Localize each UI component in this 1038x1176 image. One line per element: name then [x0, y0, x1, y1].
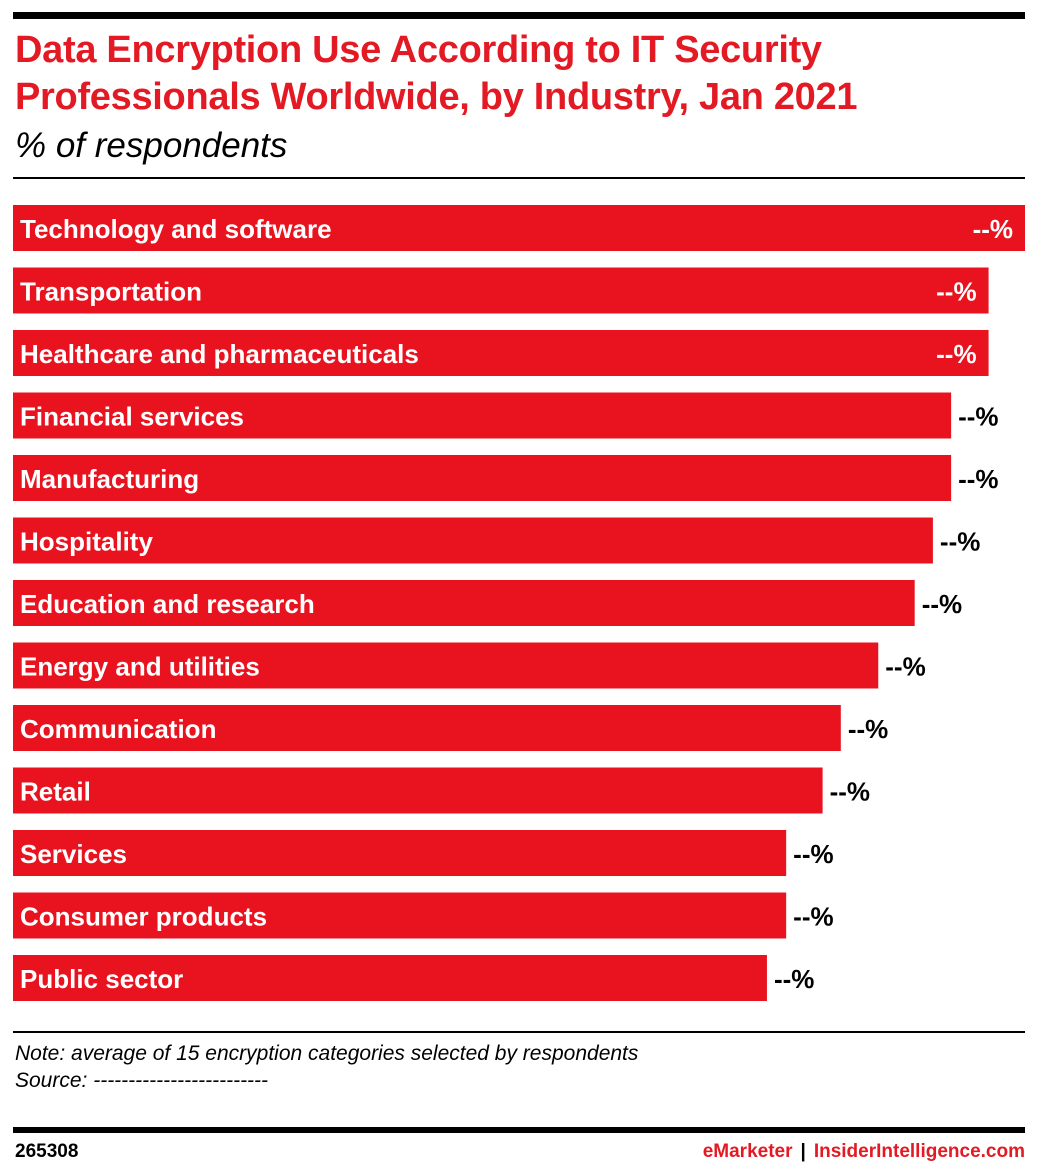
- category-label: Consumer products: [20, 902, 267, 932]
- brand-insider-link[interactable]: InsiderIntelligence.com: [813, 1141, 1025, 1162]
- value-label: --%: [958, 464, 998, 494]
- category-label: Retail: [20, 777, 91, 807]
- bar: [13, 705, 841, 751]
- value-label: --%: [936, 339, 976, 369]
- category-label: Transportation: [20, 277, 202, 307]
- chart-source: Source: -------------------------: [15, 1069, 269, 1092]
- bar: [13, 830, 787, 876]
- bar: [13, 205, 1025, 251]
- value-label: --%: [885, 652, 925, 682]
- category-label: Hospitality: [20, 527, 153, 557]
- value-label: --%: [848, 714, 888, 744]
- brand-footer: eMarketer | InsiderIntelligence.com: [703, 1139, 1025, 1165]
- footer-rule: [13, 1127, 1025, 1133]
- category-label: Communication: [20, 714, 216, 744]
- bar: [13, 517, 933, 564]
- value-label: --%: [793, 902, 833, 932]
- value-label: --%: [973, 214, 1013, 244]
- bar: [13, 642, 879, 689]
- value-label: --%: [774, 964, 814, 994]
- category-label: Technology and software: [20, 214, 332, 244]
- value-label: --%: [940, 527, 980, 557]
- bar: [13, 580, 915, 626]
- category-label: Public sector: [20, 964, 183, 994]
- bar-chart: Technology and software --% Transportation…: [13, 205, 1025, 1001]
- value-label: --%: [922, 589, 962, 619]
- brand-emarketer: eMarketer: [702, 1141, 793, 1162]
- value-label: --%: [830, 777, 870, 807]
- chart-subtitle: % of respondents: [15, 126, 288, 165]
- brand-separator: |: [800, 1141, 806, 1162]
- category-label: Financial services: [20, 402, 244, 432]
- top-rule: [13, 12, 1025, 19]
- bar: [13, 767, 823, 814]
- bar: [13, 892, 787, 939]
- bar: [13, 392, 952, 439]
- bar: [13, 455, 952, 501]
- category-label: Manufacturing: [20, 464, 199, 494]
- chart-id: 265308: [15, 1141, 79, 1162]
- category-label: Energy and utilities: [20, 652, 260, 682]
- bar: [13, 955, 767, 1001]
- value-label: --%: [958, 402, 998, 432]
- category-label: Services: [20, 839, 127, 869]
- bar: [13, 267, 989, 314]
- value-label: --%: [793, 839, 833, 869]
- subtitle-rule: [13, 177, 1025, 179]
- category-label: Education and research: [20, 589, 315, 619]
- chart-note: Note: average of 15 encryption categorie…: [15, 1042, 639, 1065]
- note-rule: [13, 1031, 1025, 1033]
- category-label: Healthcare and pharmaceuticals: [20, 339, 419, 369]
- bar: [13, 330, 989, 376]
- value-label: --%: [936, 277, 976, 307]
- chart-title: Data Encryption Use According to IT Secu…: [15, 29, 858, 118]
